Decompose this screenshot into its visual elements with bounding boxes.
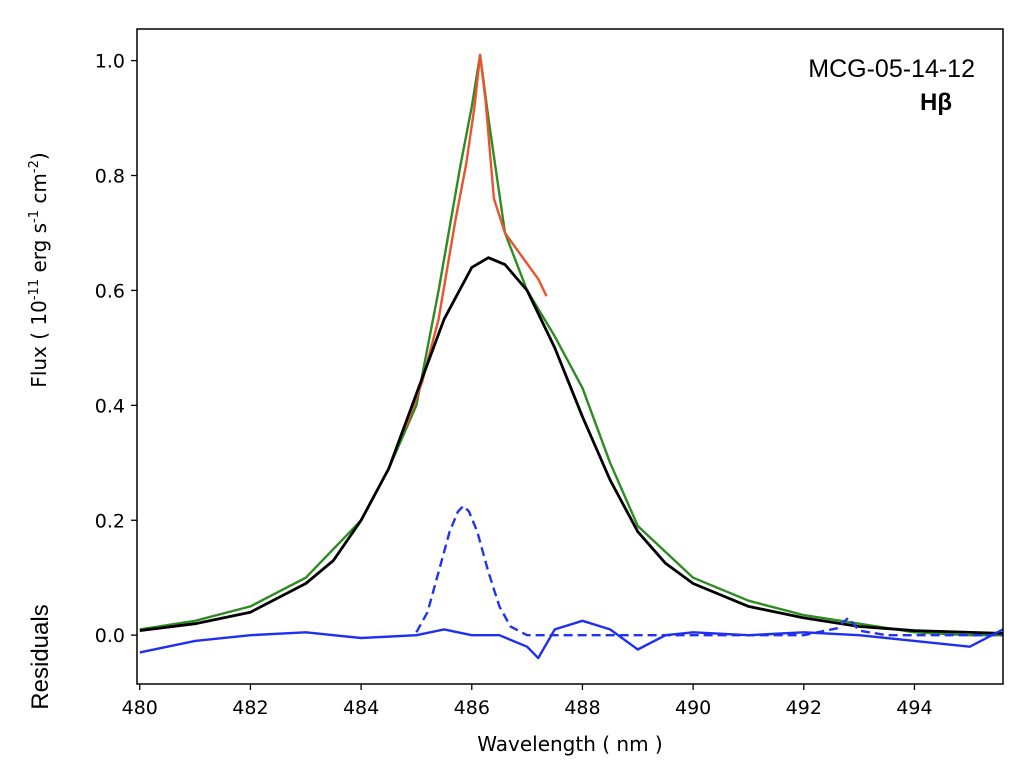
plot-frame <box>136 28 1004 685</box>
series-observed-spectrum <box>139 53 1003 637</box>
x-axis-label: Wavelength ( nm ) <box>477 732 662 756</box>
y-tick-label-0.6: 0.6 <box>95 280 125 302</box>
x-axis: 480 482 484 486 488 490 492 494 <box>122 684 933 719</box>
y-tick-label-0.4: 0.4 <box>95 395 125 417</box>
x-tick-label-488: 488 <box>564 697 600 719</box>
residuals-axis-label: Residuals <box>27 604 54 709</box>
x-tick-label-484: 484 <box>343 697 379 719</box>
series-residuals <box>139 619 1004 660</box>
y-tick-label-0.2: 0.2 <box>95 510 125 532</box>
series-broad-component <box>139 256 1004 635</box>
x-tick-label-480: 480 <box>122 697 158 719</box>
y-axis: 0.0 0.2 0.4 0.6 0.8 1.0 <box>95 51 137 647</box>
x-tick-label-494: 494 <box>896 697 932 719</box>
y-axis-label: Flux ( 10-11 erg s-1 cm-2) <box>27 152 51 387</box>
x-tick-label-492: 492 <box>786 697 822 719</box>
series-layer <box>139 53 1004 660</box>
x-tick-label-486: 486 <box>454 697 490 719</box>
x-tick-label-490: 490 <box>675 697 711 719</box>
emission-line-annotation: Hβ <box>920 89 952 116</box>
y-tick-label-0.0: 0.0 <box>95 625 125 647</box>
y-tick-label-1.0: 1.0 <box>95 51 125 73</box>
y-tick-label-0.8: 0.8 <box>95 166 125 188</box>
series-total-fit <box>404 53 548 429</box>
series-narrow-component <box>415 504 1003 637</box>
object-name-annotation: MCG-05-14-12 <box>808 55 975 83</box>
x-tick-label-482: 482 <box>232 697 268 719</box>
